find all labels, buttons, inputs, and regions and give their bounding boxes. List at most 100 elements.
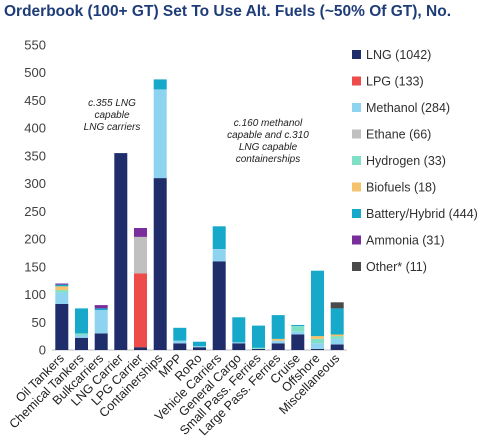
bar-segment [55, 304, 69, 350]
bar-segment [75, 335, 88, 338]
bar-segment [94, 305, 108, 309]
y-tick-label: 300 [24, 176, 46, 191]
legend-label: Battery/Hybrid (444) [366, 207, 478, 221]
bar-segment [55, 284, 69, 287]
legend-swatch [352, 50, 361, 59]
axes: 0 50 100 150 200 250 300 350 400 450 500 550 [24, 38, 347, 358]
y-tick-label: 550 [24, 38, 46, 53]
bar-segment [94, 308, 108, 311]
legend-label: LPG (133) [366, 75, 424, 89]
bar-segment [232, 342, 246, 344]
bar-segment [271, 343, 285, 350]
bar-segment [153, 79, 167, 90]
bar-segment [212, 249, 226, 262]
bar-segment [134, 273, 147, 348]
annotation-line: LNG capable [239, 142, 298, 153]
annotation-line: c.160 methanol [234, 118, 303, 129]
legend-swatch [352, 235, 361, 245]
legend-swatch [352, 76, 361, 86]
chart-title: Orderbook (100+ GT) Set To Use Alt. Fuel… [4, 3, 451, 20]
bar-segment [271, 338, 285, 341]
bar-segment [311, 270, 324, 337]
bar-segment [252, 325, 265, 348]
bar-segment [330, 336, 344, 339]
legend[interactable]: LNG (1042) LPG (133) Methanol (284) Ethane … [352, 48, 478, 274]
y-tick-label: 500 [24, 65, 46, 80]
legend-label: Methanol (284) [366, 101, 450, 115]
annotation-line: c.355 LNG [88, 98, 136, 109]
bar-segment [153, 89, 167, 179]
y-tick-label: 0 [39, 343, 46, 358]
bar-segment [232, 317, 246, 343]
legend-swatch [352, 209, 361, 218]
bar-segment [330, 344, 344, 350]
bar-segment [212, 261, 226, 350]
y-tick-label: 450 [24, 93, 46, 108]
bar-segment [75, 337, 88, 350]
bar-segment [173, 327, 187, 341]
y-tick-label: 200 [24, 232, 46, 247]
legend-label: Ethane (66) [366, 128, 431, 142]
bar-segment [193, 346, 206, 348]
y-tick-label: 50 [32, 315, 46, 330]
legend-swatch [352, 156, 361, 165]
bar-segment [252, 347, 265, 349]
legend-label: Ammonia (31) [366, 234, 445, 248]
legend-label: LNG (1042) [366, 48, 431, 62]
bar-segment [330, 302, 344, 309]
annotation-line: containerships [236, 154, 300, 165]
bars [55, 79, 344, 350]
bar-segment [252, 348, 265, 350]
bar-segment [311, 336, 324, 339]
bar-segment [55, 292, 69, 304]
bar-segment [330, 334, 344, 337]
bar-segment [134, 236, 147, 274]
bar-segment [311, 348, 324, 350]
bar-segment [291, 326, 305, 332]
y-tick-label: 150 [24, 259, 46, 274]
annotation-line: capable and c.310 [227, 130, 309, 141]
legend-swatch [352, 262, 361, 271]
legend-label: Biofuels (18) [366, 181, 436, 195]
bar-segment [330, 338, 344, 345]
legend-swatch [352, 129, 361, 139]
legend-swatch [352, 182, 361, 192]
bar-segment [212, 226, 226, 249]
bar-segment [173, 343, 187, 350]
bar-segment [271, 315, 285, 339]
legend-swatch [352, 103, 361, 112]
bar-segment [134, 347, 147, 350]
legend-label: Hydrogen (33) [366, 154, 446, 168]
bar-segment [75, 308, 88, 334]
bar-segment [173, 340, 187, 344]
y-tick-label: 350 [24, 148, 46, 163]
bar-segment [232, 343, 246, 350]
annotation-text: c.355 LNG capable LNG carriers [84, 98, 141, 133]
bar-segment [55, 283, 69, 285]
annotation-line: capable [94, 110, 129, 121]
bar-segment [330, 308, 344, 335]
bar-segment [311, 343, 324, 349]
annotation-text: c.160 methanol capable and c.310 LNG capab… [227, 118, 309, 165]
bar-segment [291, 334, 305, 350]
bar-segment [94, 310, 108, 334]
bar-segment [291, 325, 305, 327]
bar-segment [311, 338, 324, 344]
bar-segment [193, 347, 206, 350]
bar-segment [94, 333, 108, 350]
annotation-line: LNG carriers [84, 122, 141, 133]
y-tick-label: 100 [24, 287, 46, 302]
y-tick-label: 400 [24, 121, 46, 136]
bar-segment [114, 153, 128, 350]
bar-segment [134, 228, 147, 237]
bar-segment [55, 290, 69, 293]
bar-segment [153, 178, 167, 350]
annotations: c.355 LNG capable LNG carriers c.160 methan… [84, 98, 310, 165]
bar-segment [55, 286, 69, 291]
bar-segment [291, 331, 305, 335]
legend-label: Other* (11) [366, 260, 427, 274]
bar-segment [271, 340, 285, 344]
y-tick-label: 250 [24, 204, 46, 219]
